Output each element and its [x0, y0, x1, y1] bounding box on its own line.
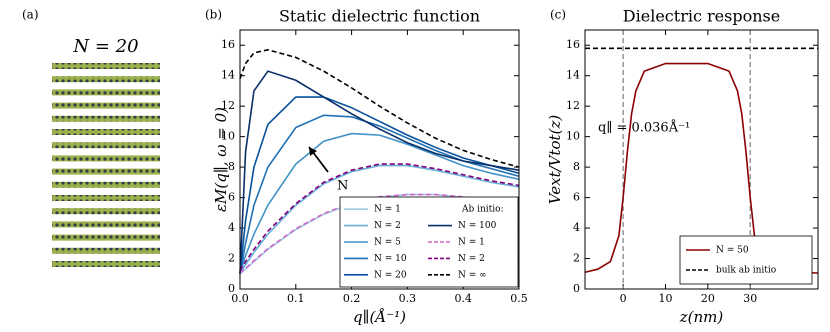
y-tick-label: 6	[573, 191, 580, 204]
panel-label: (a)	[22, 8, 39, 22]
x-axis-label: z(nm)	[679, 308, 724, 326]
layer	[52, 195, 160, 201]
x-tick-label: 0.3	[399, 292, 417, 305]
layer	[52, 247, 160, 254]
layer	[52, 142, 160, 149]
y-tick-label: 2	[228, 252, 235, 265]
layer	[52, 261, 160, 267]
panel-label: (b)	[205, 8, 222, 22]
y-tick-label: 14	[221, 69, 235, 82]
y-tick-label: 4	[228, 221, 235, 234]
panel-title: N = 20	[72, 36, 138, 57]
y-axis-label: Vext/Vtot(z)	[546, 115, 564, 205]
x-axis-label: q∥(Å⁻¹)	[353, 308, 406, 326]
layer	[52, 181, 160, 188]
y-tick-label: 10	[566, 130, 580, 143]
x-tick-label: 0.2	[343, 292, 361, 305]
y-tick-label: 8	[228, 160, 235, 173]
layer	[52, 168, 160, 175]
plot-frame	[584, 29, 819, 290]
layer	[52, 234, 160, 241]
legend-label: N = 20	[374, 270, 407, 280]
legend-label: N = 2	[458, 254, 485, 264]
y-tick-label: 16	[221, 38, 235, 51]
x-tick-label: 0.0	[231, 292, 249, 305]
y-tick-label: 6	[228, 191, 235, 204]
layer	[52, 208, 160, 215]
layer	[52, 115, 160, 122]
data-line	[239, 132, 520, 274]
x-tick-label: 0.1	[287, 292, 305, 305]
annotation-arrowhead	[309, 147, 317, 156]
y-tick-label: 12	[221, 99, 235, 112]
chart-title: Dielectric response	[623, 7, 780, 26]
legend-heading: Ab initio:	[461, 205, 504, 215]
legend-label: bulk ab initio	[716, 266, 776, 276]
y-tick-label: 16	[566, 38, 580, 51]
layer	[52, 155, 160, 162]
y-tick-label: 14	[566, 69, 580, 82]
data-line	[239, 48, 520, 168]
layer	[52, 63, 160, 69]
legend-label: N = 1	[374, 205, 401, 215]
legend-label: N = 5	[374, 238, 401, 248]
data-line	[239, 96, 520, 274]
legend-label: N = 1	[458, 238, 485, 248]
x-tick-label: 20	[701, 292, 715, 305]
y-tick-label: 2	[573, 252, 580, 265]
data-line	[239, 164, 520, 275]
x-tick-label: 0	[620, 292, 627, 305]
data-line	[239, 70, 520, 274]
legend-label: N = 50	[716, 246, 749, 256]
y-tick-label: 10	[221, 130, 235, 143]
x-tick-label: 30	[743, 292, 757, 305]
layer	[52, 221, 160, 228]
data-line	[239, 163, 520, 272]
layer	[52, 129, 160, 135]
layered-structure	[52, 63, 160, 267]
legend-box	[679, 235, 813, 285]
x-tick-label: 10	[658, 292, 672, 305]
legend-label: N = 10	[374, 254, 407, 264]
panel-label: (c)	[550, 8, 566, 22]
chart-title: Static dielectric function	[279, 7, 480, 26]
y-tick-label: 0	[573, 282, 580, 295]
legend-label: N = 100	[458, 221, 497, 231]
y-tick-label: 0	[228, 282, 235, 295]
y-tick-label: 4	[573, 221, 580, 234]
plot-frame	[239, 29, 520, 290]
y-tick-label: 12	[566, 99, 580, 112]
layer	[52, 89, 160, 96]
annotation: N	[337, 179, 348, 194]
x-tick-label: 0.5	[510, 292, 528, 305]
x-tick-label: 0.4	[454, 292, 472, 305]
y-tick-label: 8	[573, 160, 580, 173]
layer	[52, 102, 160, 109]
layer	[52, 76, 160, 83]
y-axis-label: εM(q∥, ω = 0)	[212, 107, 230, 212]
legend-label: N = ∞	[458, 270, 487, 280]
legend-label: N = 2	[374, 221, 401, 231]
annotation: q∥ = 0.036Å⁻¹	[598, 120, 690, 136]
